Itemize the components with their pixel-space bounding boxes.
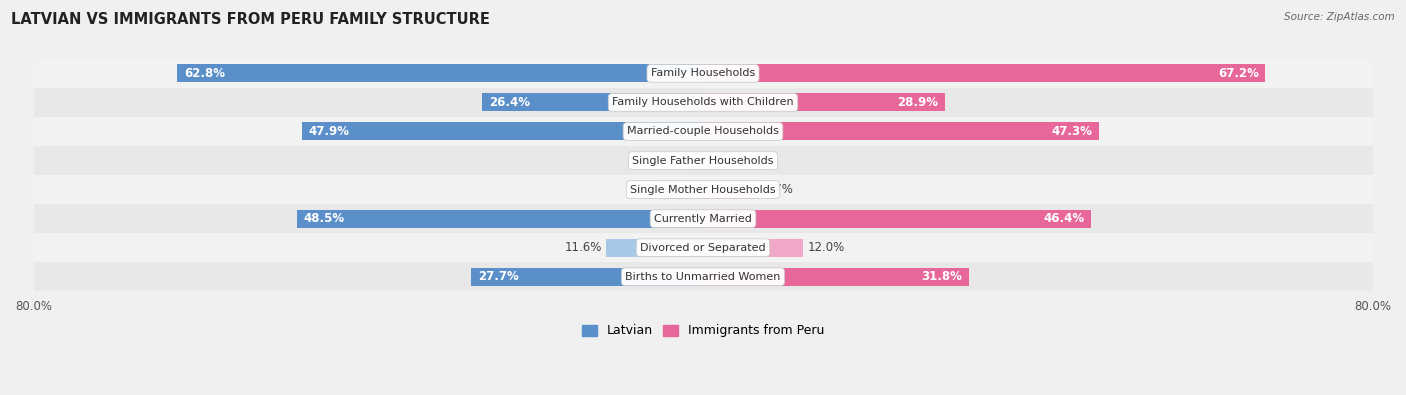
Text: 67.2%: 67.2% bbox=[1218, 67, 1258, 80]
Bar bbox=[703, 122, 1099, 141]
Text: 5.3%: 5.3% bbox=[624, 183, 654, 196]
Bar bbox=[34, 233, 1372, 262]
Text: 2.0%: 2.0% bbox=[652, 154, 682, 167]
Bar bbox=[703, 64, 1265, 83]
Legend: Latvian, Immigrants from Peru: Latvian, Immigrants from Peru bbox=[576, 320, 830, 342]
Text: Divorced or Separated: Divorced or Separated bbox=[640, 243, 766, 253]
Bar bbox=[34, 175, 1372, 204]
Text: Source: ZipAtlas.com: Source: ZipAtlas.com bbox=[1284, 12, 1395, 22]
Text: 62.8%: 62.8% bbox=[184, 67, 225, 80]
Bar bbox=[297, 210, 703, 228]
Text: Currently Married: Currently Married bbox=[654, 214, 752, 224]
Bar bbox=[703, 239, 803, 257]
Bar bbox=[703, 152, 723, 169]
Text: 28.9%: 28.9% bbox=[897, 96, 938, 109]
Text: Single Mother Households: Single Mother Households bbox=[630, 184, 776, 195]
Text: LATVIAN VS IMMIGRANTS FROM PERU FAMILY STRUCTURE: LATVIAN VS IMMIGRANTS FROM PERU FAMILY S… bbox=[11, 12, 491, 27]
Text: Married-couple Households: Married-couple Households bbox=[627, 126, 779, 137]
Bar bbox=[703, 94, 945, 111]
Text: 46.4%: 46.4% bbox=[1043, 212, 1084, 225]
Bar bbox=[703, 268, 969, 286]
Bar bbox=[703, 210, 1091, 228]
Bar bbox=[482, 94, 703, 111]
Bar bbox=[34, 88, 1372, 117]
Bar bbox=[471, 268, 703, 286]
Bar bbox=[34, 204, 1372, 233]
Text: Family Households: Family Households bbox=[651, 68, 755, 78]
Text: 26.4%: 26.4% bbox=[489, 96, 530, 109]
Bar bbox=[34, 59, 1372, 88]
Bar bbox=[34, 262, 1372, 291]
Text: 31.8%: 31.8% bbox=[921, 270, 963, 283]
Text: 27.7%: 27.7% bbox=[478, 270, 519, 283]
Bar bbox=[703, 181, 759, 199]
Bar bbox=[686, 152, 703, 169]
Bar bbox=[34, 146, 1372, 175]
Text: 12.0%: 12.0% bbox=[807, 241, 845, 254]
Text: 6.7%: 6.7% bbox=[763, 183, 793, 196]
Text: 2.4%: 2.4% bbox=[727, 154, 758, 167]
Bar bbox=[606, 239, 703, 257]
Text: 11.6%: 11.6% bbox=[564, 241, 602, 254]
Bar bbox=[34, 117, 1372, 146]
Text: Births to Unmarried Women: Births to Unmarried Women bbox=[626, 272, 780, 282]
Bar bbox=[177, 64, 703, 83]
Text: Family Households with Children: Family Households with Children bbox=[612, 98, 794, 107]
Bar bbox=[302, 122, 703, 141]
Text: 47.9%: 47.9% bbox=[309, 125, 350, 138]
Text: 48.5%: 48.5% bbox=[304, 212, 344, 225]
Text: Single Father Households: Single Father Households bbox=[633, 156, 773, 166]
Text: 47.3%: 47.3% bbox=[1052, 125, 1092, 138]
Bar bbox=[658, 181, 703, 199]
